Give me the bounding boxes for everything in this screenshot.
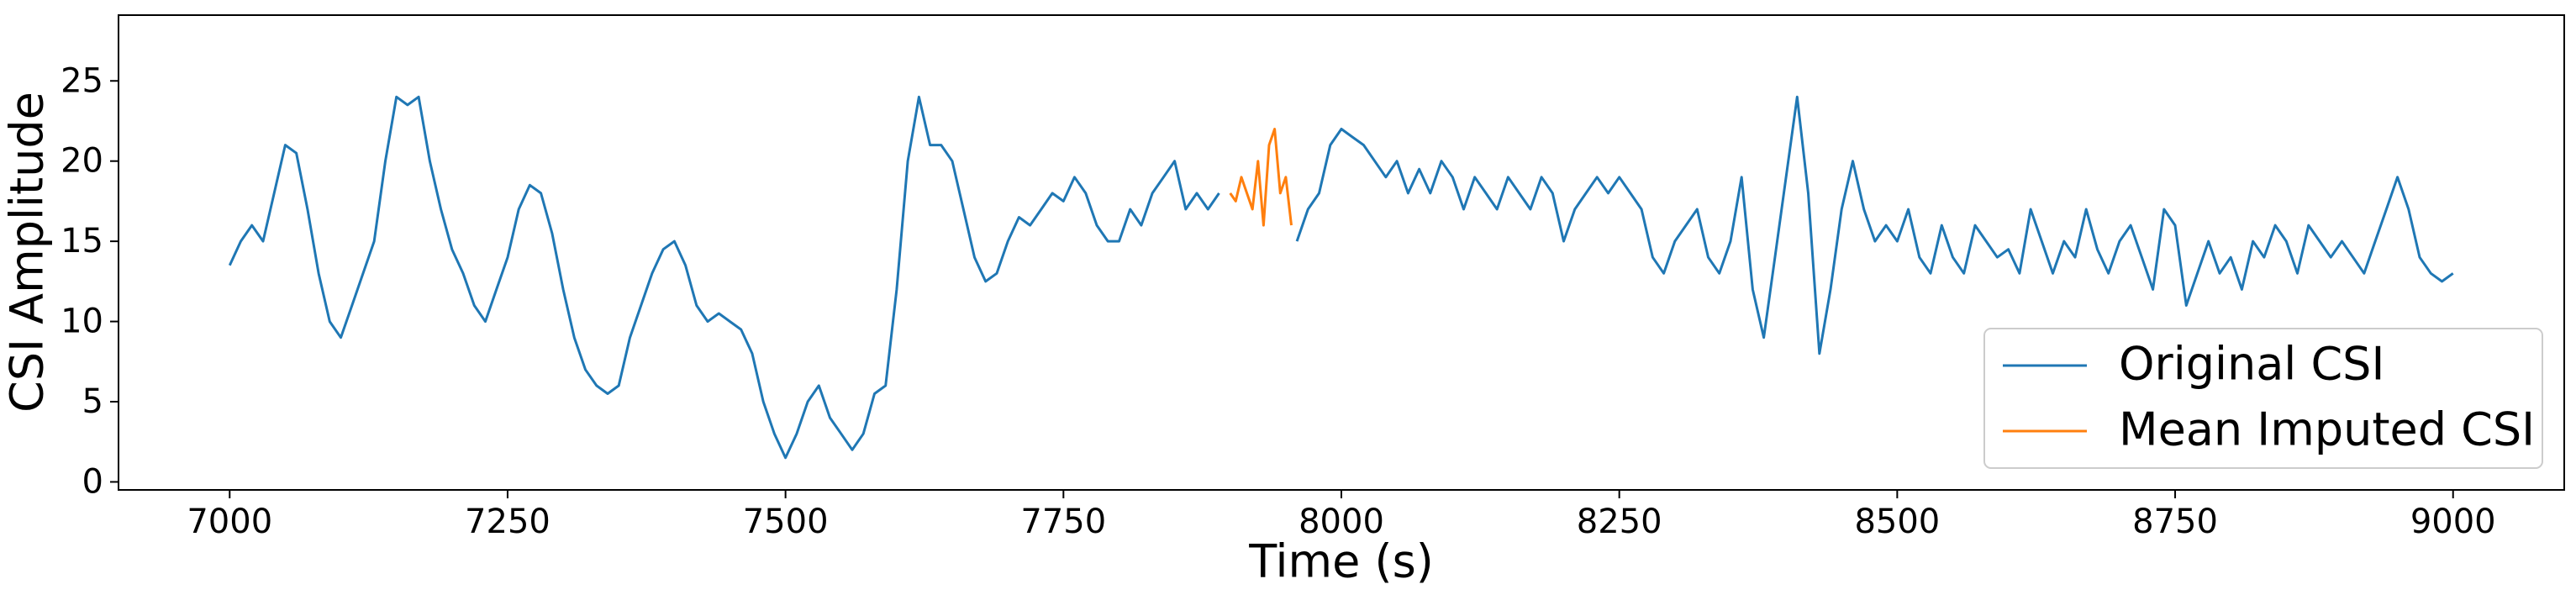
x-tick-label: 7500 <box>743 503 829 541</box>
y-tick-label: 5 <box>82 382 103 421</box>
x-tick-label: 7250 <box>465 503 550 541</box>
x-tick-label: 8500 <box>1854 503 1940 541</box>
y-axis-label: CSI Amplitude <box>1 92 54 413</box>
x-tick-label: 9000 <box>2410 503 2496 541</box>
y-tick-label: 20 <box>61 142 103 181</box>
plot-frame <box>118 14 2565 491</box>
legend-label: Original CSI <box>2119 338 2384 391</box>
legend-label: Mean Imputed CSI <box>2119 403 2535 456</box>
data-line <box>1229 128 1293 227</box>
y-tick-label: 25 <box>61 61 103 100</box>
x-tick-label: 8000 <box>1299 503 1384 541</box>
x-tick-label: 7000 <box>187 503 272 541</box>
data-line <box>228 95 2454 460</box>
x-tick-label: 8250 <box>1577 503 1662 541</box>
legend-box <box>1983 328 2543 469</box>
y-tick-label: 0 <box>82 462 103 501</box>
y-tick-label: 15 <box>61 222 103 261</box>
x-tick-label: 8750 <box>2132 503 2218 541</box>
y-tick-label: 10 <box>61 303 103 341</box>
x-axis-label: Time (s) <box>1248 535 1434 588</box>
x-tick-label: 7750 <box>1020 503 1106 541</box>
